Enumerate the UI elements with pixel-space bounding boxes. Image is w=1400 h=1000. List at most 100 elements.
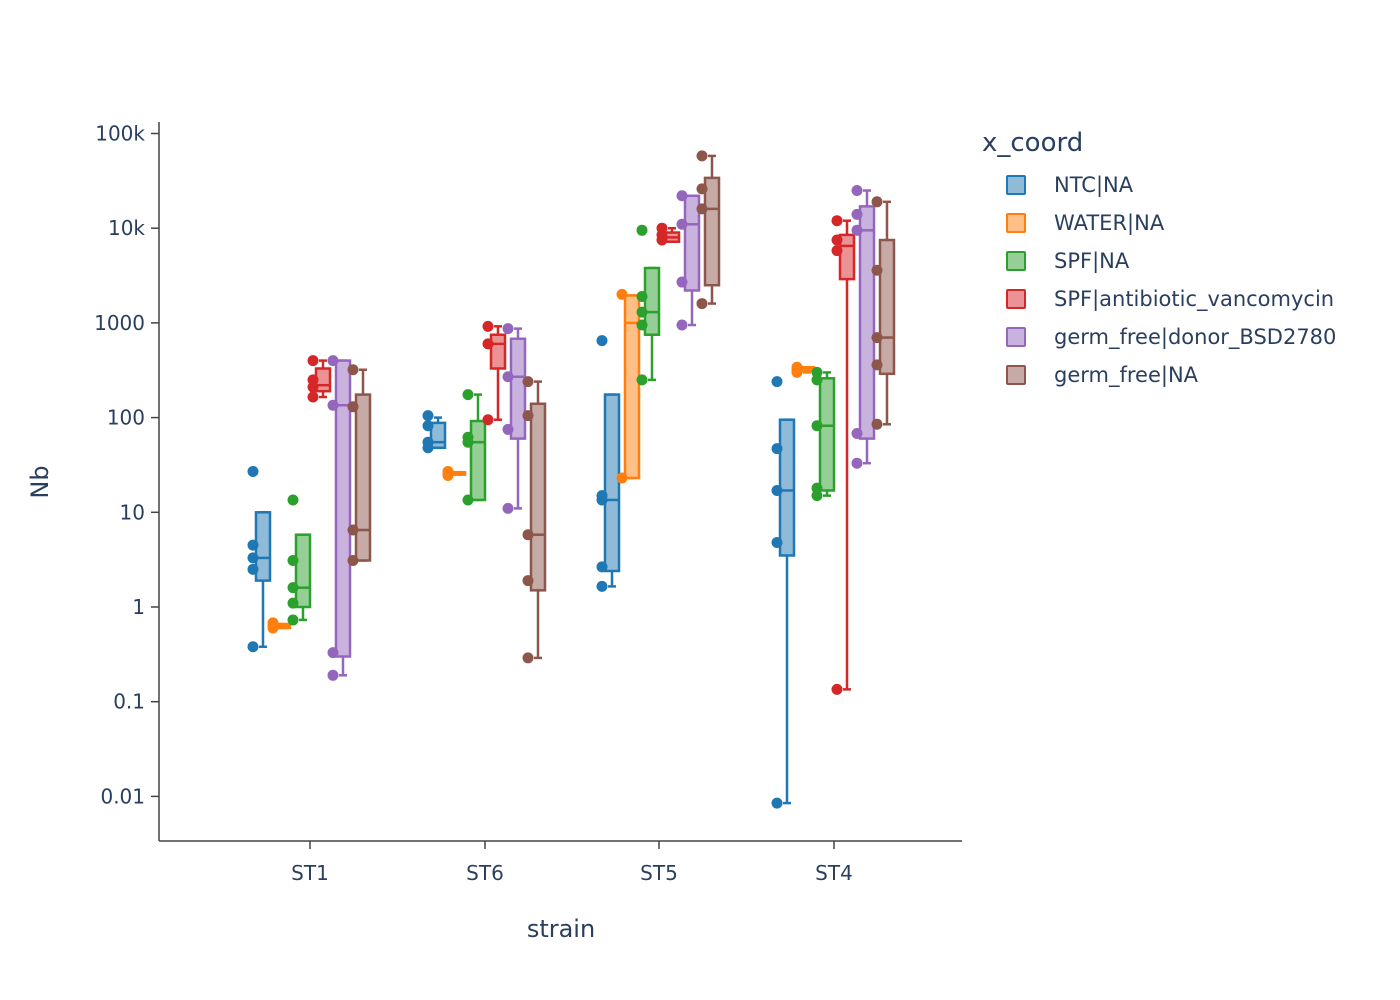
legend-label: SPF|NA	[1054, 249, 1130, 273]
data-point	[636, 224, 648, 236]
data-point	[287, 582, 299, 594]
data-point	[871, 196, 883, 208]
series-germ-free-na	[347, 150, 896, 664]
data-point	[422, 420, 434, 432]
box-st1	[287, 494, 312, 626]
box-st4	[771, 376, 796, 809]
legend-swatch	[1006, 365, 1026, 385]
data-point	[676, 319, 688, 331]
data-point	[307, 355, 319, 367]
legend-swatch	[1006, 213, 1026, 233]
x-tick-label: ST5	[640, 861, 678, 885]
box-st1	[347, 364, 372, 566]
data-point	[696, 298, 708, 310]
series-water-na	[267, 288, 816, 634]
data-point	[871, 332, 883, 344]
data-point	[696, 183, 708, 195]
y-tick-label: 100k	[95, 122, 145, 146]
box-st6	[462, 389, 487, 506]
x-ticks: ST1 ST6 ST5 ST4	[291, 841, 853, 885]
data-point	[307, 374, 319, 386]
data-point	[247, 563, 259, 575]
legend-swatch	[1006, 289, 1026, 309]
data-point	[327, 669, 339, 681]
data-point	[811, 482, 823, 494]
data-point	[656, 222, 668, 234]
data-point	[327, 355, 339, 367]
data-point	[831, 215, 843, 227]
box-st5	[596, 335, 621, 592]
box	[643, 266, 661, 336]
box-st6	[442, 465, 467, 481]
data-point	[522, 376, 534, 388]
box-groups	[247, 150, 896, 809]
legend-swatch	[1006, 175, 1026, 195]
data-point	[771, 443, 783, 455]
data-point	[502, 371, 514, 383]
data-point	[347, 364, 359, 376]
data-point	[871, 359, 883, 371]
box-st6	[522, 376, 547, 664]
legend-item[interactable]: WATER|NA	[982, 204, 1336, 242]
y-tick-label: 0.1	[113, 690, 145, 714]
data-point	[871, 418, 883, 430]
data-point	[422, 410, 434, 422]
legend-item[interactable]: NTC|NA	[982, 166, 1336, 204]
data-point	[522, 575, 534, 587]
y-ticks: 0.01 0.1 1 10 100 1000 10k 100k	[94, 122, 159, 808]
legend-item[interactable]: germ_free|donor_BSD2780	[982, 318, 1336, 356]
y-tick-label: 10k	[108, 216, 145, 240]
data-point	[636, 319, 648, 331]
data-point	[616, 472, 628, 484]
box	[683, 194, 701, 292]
data-point	[696, 203, 708, 215]
data-point	[676, 218, 688, 230]
legend-item[interactable]: germ_free|NA	[982, 356, 1336, 394]
data-point	[482, 320, 494, 332]
data-point	[287, 597, 299, 609]
data-point	[831, 683, 843, 695]
box-st4	[851, 185, 876, 469]
data-point	[502, 502, 514, 514]
x-axis-title: strain	[527, 915, 595, 943]
data-point	[247, 641, 259, 653]
box	[603, 393, 621, 573]
data-point	[596, 561, 608, 573]
data-point	[596, 580, 608, 592]
data-point	[482, 338, 494, 350]
data-point	[676, 276, 688, 288]
data-point	[347, 401, 359, 413]
box-st5	[656, 222, 681, 246]
data-point	[287, 494, 299, 506]
box-st5	[696, 150, 721, 310]
y-tick-label: 0.01	[100, 784, 145, 808]
box-st1	[247, 465, 272, 653]
box-st4	[791, 361, 816, 378]
series-germ-free-donor-bsd2780	[327, 185, 876, 681]
y-axis-title: Nb	[26, 465, 54, 498]
legend-label: WATER|NA	[1054, 211, 1165, 235]
data-point	[327, 647, 339, 659]
box	[469, 419, 487, 502]
box-st6	[422, 410, 447, 454]
data-point	[327, 399, 339, 411]
y-tick-label: 1	[132, 595, 145, 619]
data-point	[502, 423, 514, 435]
data-point	[596, 490, 608, 502]
data-point	[442, 465, 454, 477]
data-point	[462, 431, 474, 443]
data-point	[247, 539, 259, 551]
data-point	[502, 323, 514, 335]
data-point	[522, 652, 534, 664]
legend-item[interactable]: SPF|NA	[982, 242, 1336, 280]
legend-item[interactable]: SPF|antibiotic_vancomycin	[982, 280, 1336, 318]
x-tick-label: ST4	[815, 861, 853, 885]
box	[334, 359, 352, 658]
legend-label: SPF|antibiotic_vancomycin	[1054, 287, 1335, 311]
box-st1	[307, 355, 332, 403]
data-point	[347, 554, 359, 566]
box-st5	[636, 224, 661, 386]
box-st6	[502, 323, 527, 514]
box-st1	[327, 355, 352, 681]
box-st5	[676, 190, 701, 331]
